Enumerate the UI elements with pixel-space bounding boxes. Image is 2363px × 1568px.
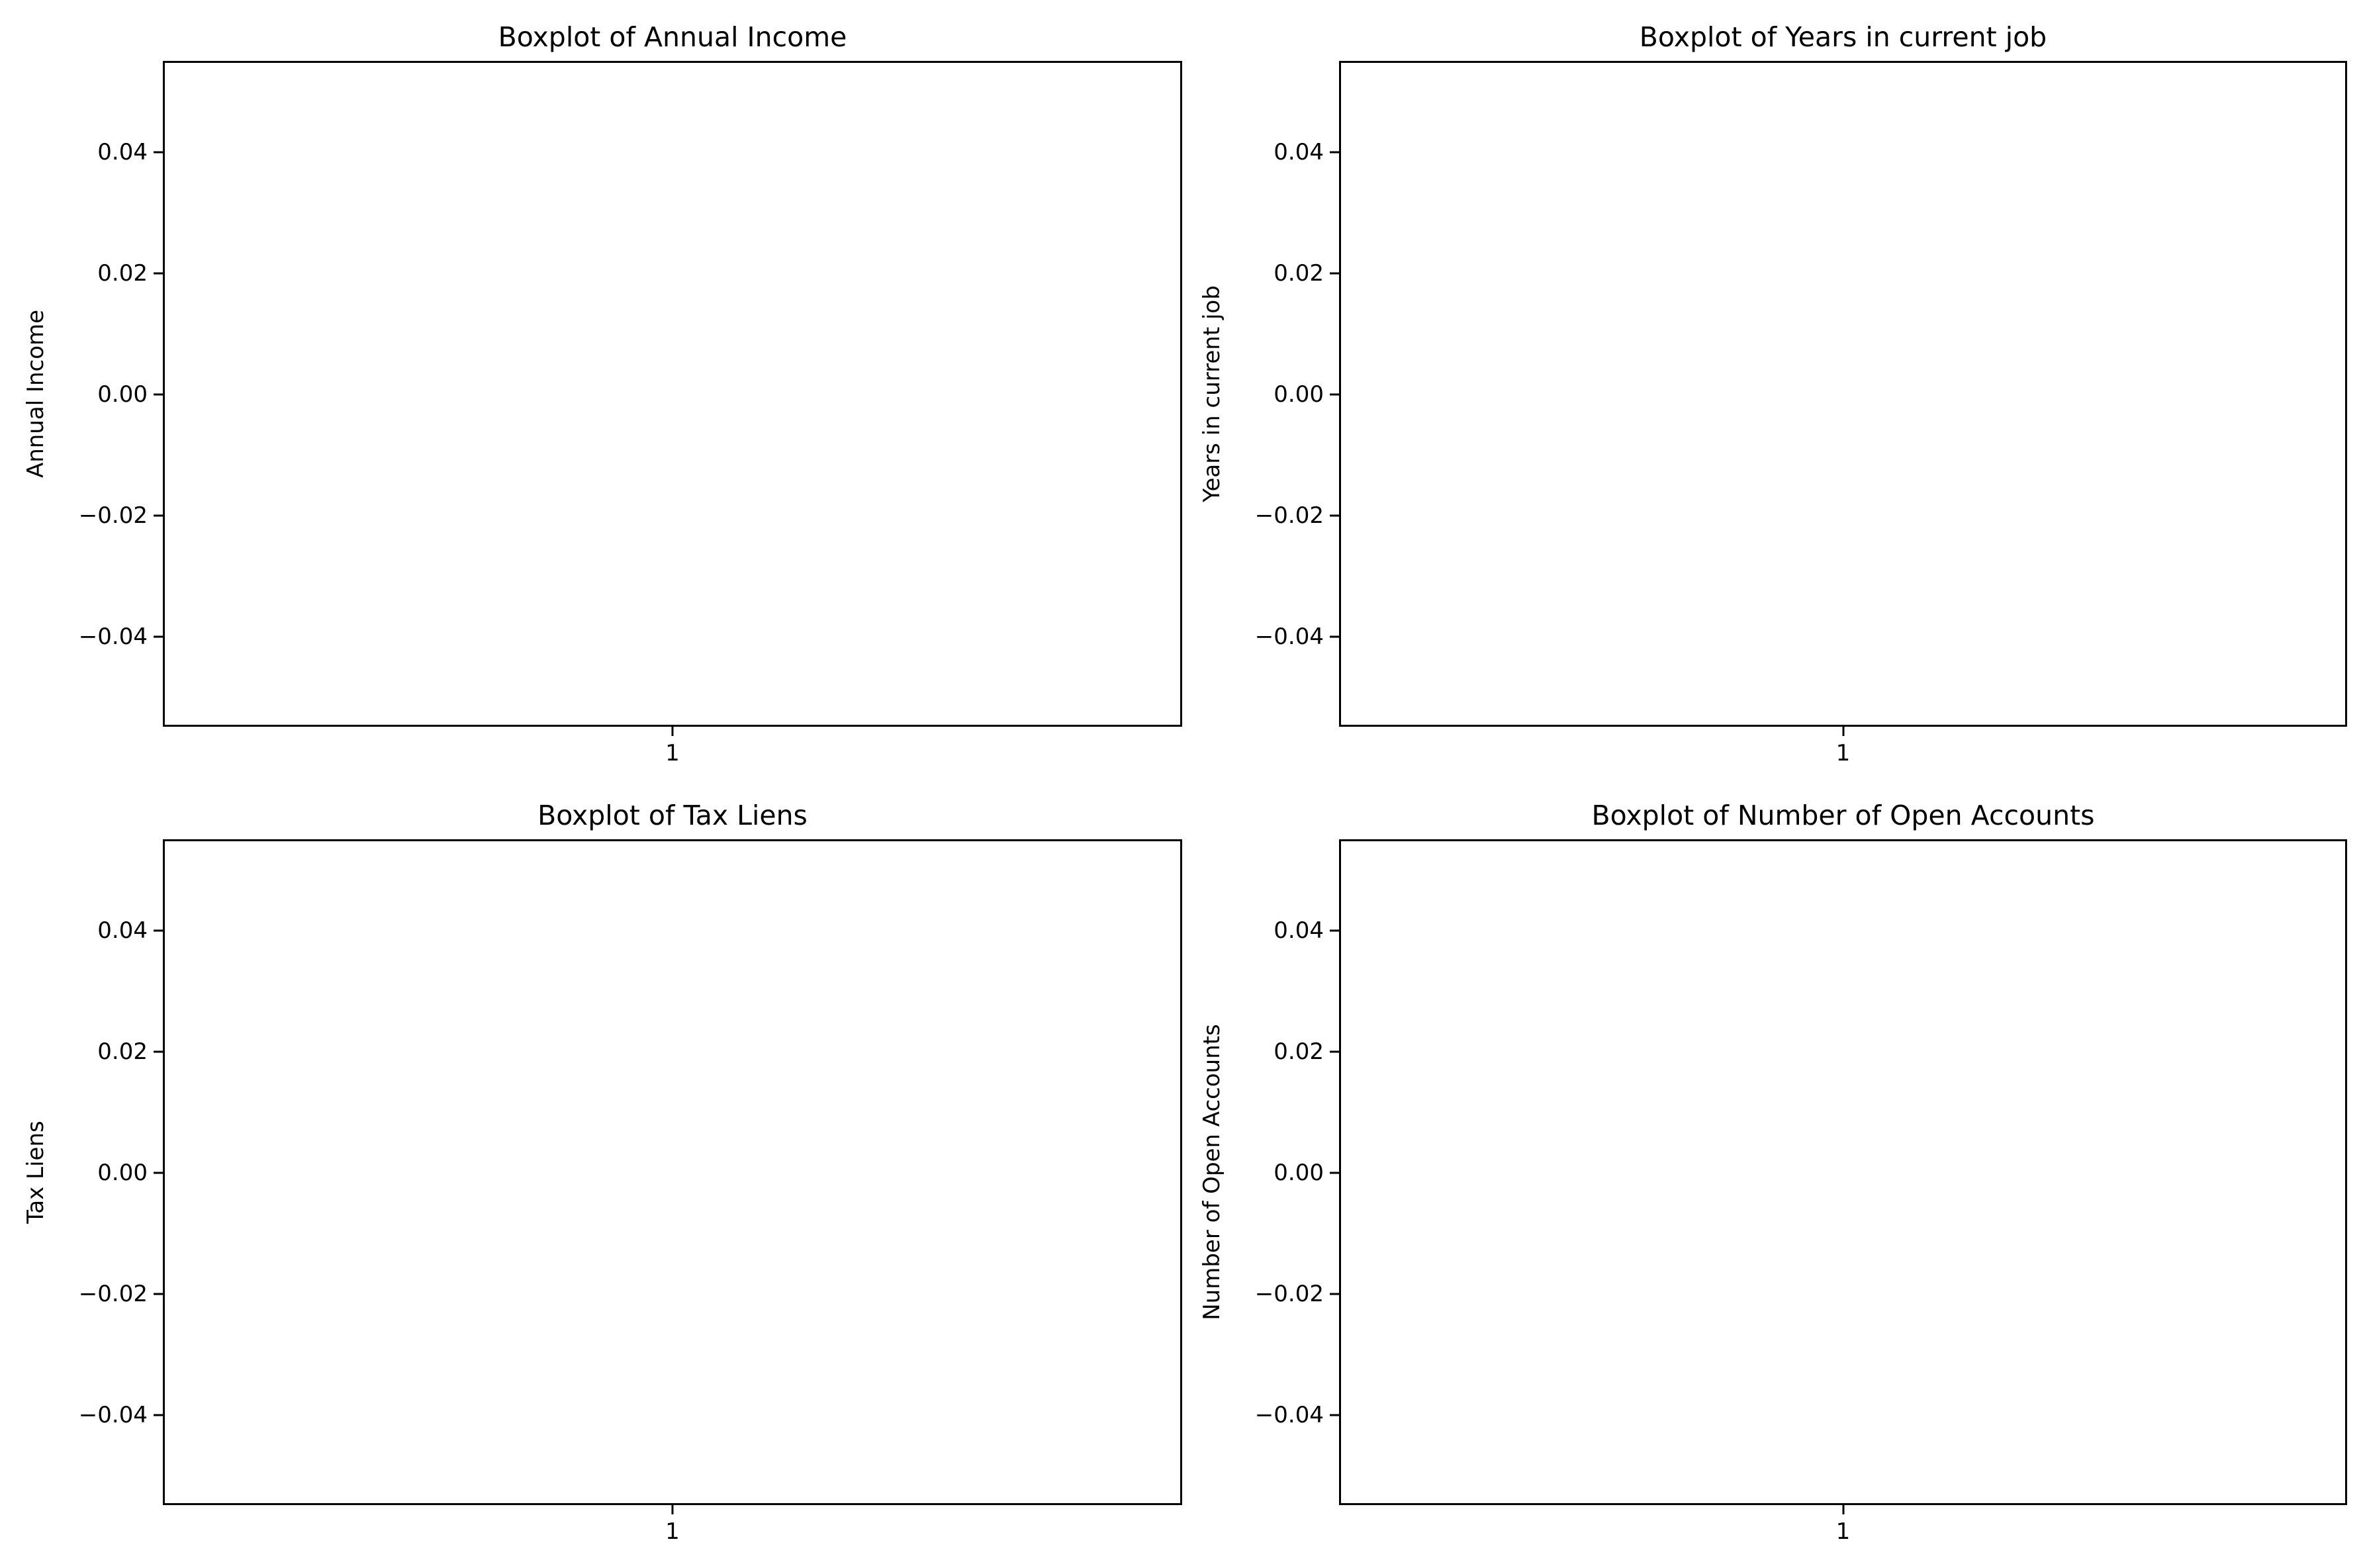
axes-number-of-open-accounts: Boxplot of Number of Open Accounts Numbe…: [1199, 800, 2347, 1543]
plot-title: Boxplot of Years in current job: [1639, 21, 2047, 53]
y-tick-label: 0.04: [97, 139, 148, 165]
y-tick-label: 0.04: [97, 917, 148, 944]
y-tick-label: 0.02: [97, 260, 148, 287]
y-tick-mark: [1330, 635, 1339, 638]
x-tick-mark: [1842, 727, 1844, 736]
y-tick-label: −0.04: [1254, 1402, 1324, 1428]
y-axis-label: Number of Open Accounts: [1199, 1024, 1225, 1320]
y-tick-mark: [1330, 929, 1339, 932]
y-tick-mark: [154, 514, 163, 517]
y-tick-label: −0.04: [78, 623, 148, 650]
y-tick-mark: [1330, 393, 1339, 396]
y-tick-label: 0.00: [97, 381, 148, 408]
x-tick-label: 1: [1835, 740, 1851, 766]
y-tick-label: −0.02: [1254, 1281, 1324, 1307]
y-tick-label: 0.00: [1274, 1160, 1324, 1186]
y-tick-label: −0.02: [1254, 502, 1324, 529]
y-axis-label: Annual Income: [23, 309, 49, 479]
y-tick-label: −0.04: [78, 1402, 148, 1428]
y-tick-label: 0.04: [1274, 139, 1324, 165]
y-tick-mark: [1330, 514, 1339, 517]
x-tick-mark: [671, 1505, 674, 1514]
y-tick-mark: [1330, 272, 1339, 275]
x-tick-label: 1: [665, 1518, 680, 1545]
x-tick-mark: [1842, 1505, 1844, 1514]
y-tick-mark: [1330, 1050, 1339, 1053]
x-tick-mark: [671, 727, 674, 736]
y-tick-label: 0.04: [1274, 917, 1324, 944]
y-tick-mark: [154, 635, 163, 638]
y-tick-mark: [1330, 1293, 1339, 1295]
y-tick-mark: [154, 393, 163, 396]
y-tick-mark: [1330, 1172, 1339, 1174]
y-tick-label: 0.02: [97, 1038, 148, 1065]
y-tick-mark: [154, 1293, 163, 1295]
y-tick-mark: [154, 1172, 163, 1174]
y-tick-label: −0.02: [78, 1281, 148, 1307]
plot-title: Boxplot of Annual Income: [498, 21, 847, 53]
y-tick-mark: [154, 272, 163, 275]
x-tick-label: 1: [665, 740, 680, 766]
y-tick-label: 0.02: [1274, 1038, 1324, 1065]
y-tick-label: 0.00: [1274, 381, 1324, 408]
plot-title: Boxplot of Number of Open Accounts: [1591, 799, 2095, 831]
y-tick-label: −0.04: [1254, 623, 1324, 650]
y-axis-label: Years in current job: [1199, 285, 1225, 502]
axes-annual-income: Boxplot of Annual Income Annual Income 0…: [23, 22, 1182, 764]
y-tick-mark: [154, 929, 163, 932]
y-tick-mark: [154, 151, 163, 154]
y-tick-mark: [154, 1414, 163, 1416]
y-tick-label: −0.02: [78, 502, 148, 529]
y-tick-mark: [1330, 1414, 1339, 1416]
axes-years-in-current-job: Boxplot of Years in current job Years in…: [1199, 22, 2347, 764]
axes-tax-liens: Boxplot of Tax Liens Tax Liens 0.04 0.02…: [23, 800, 1182, 1543]
plot-title: Boxplot of Tax Liens: [537, 799, 808, 831]
y-tick-mark: [1330, 151, 1339, 154]
x-tick-label: 1: [1835, 1518, 1851, 1545]
y-axis-label: Tax Liens: [23, 1121, 49, 1224]
y-tick-mark: [154, 1050, 163, 1053]
y-tick-label: 0.02: [1274, 260, 1324, 287]
y-tick-label: 0.00: [97, 1160, 148, 1186]
